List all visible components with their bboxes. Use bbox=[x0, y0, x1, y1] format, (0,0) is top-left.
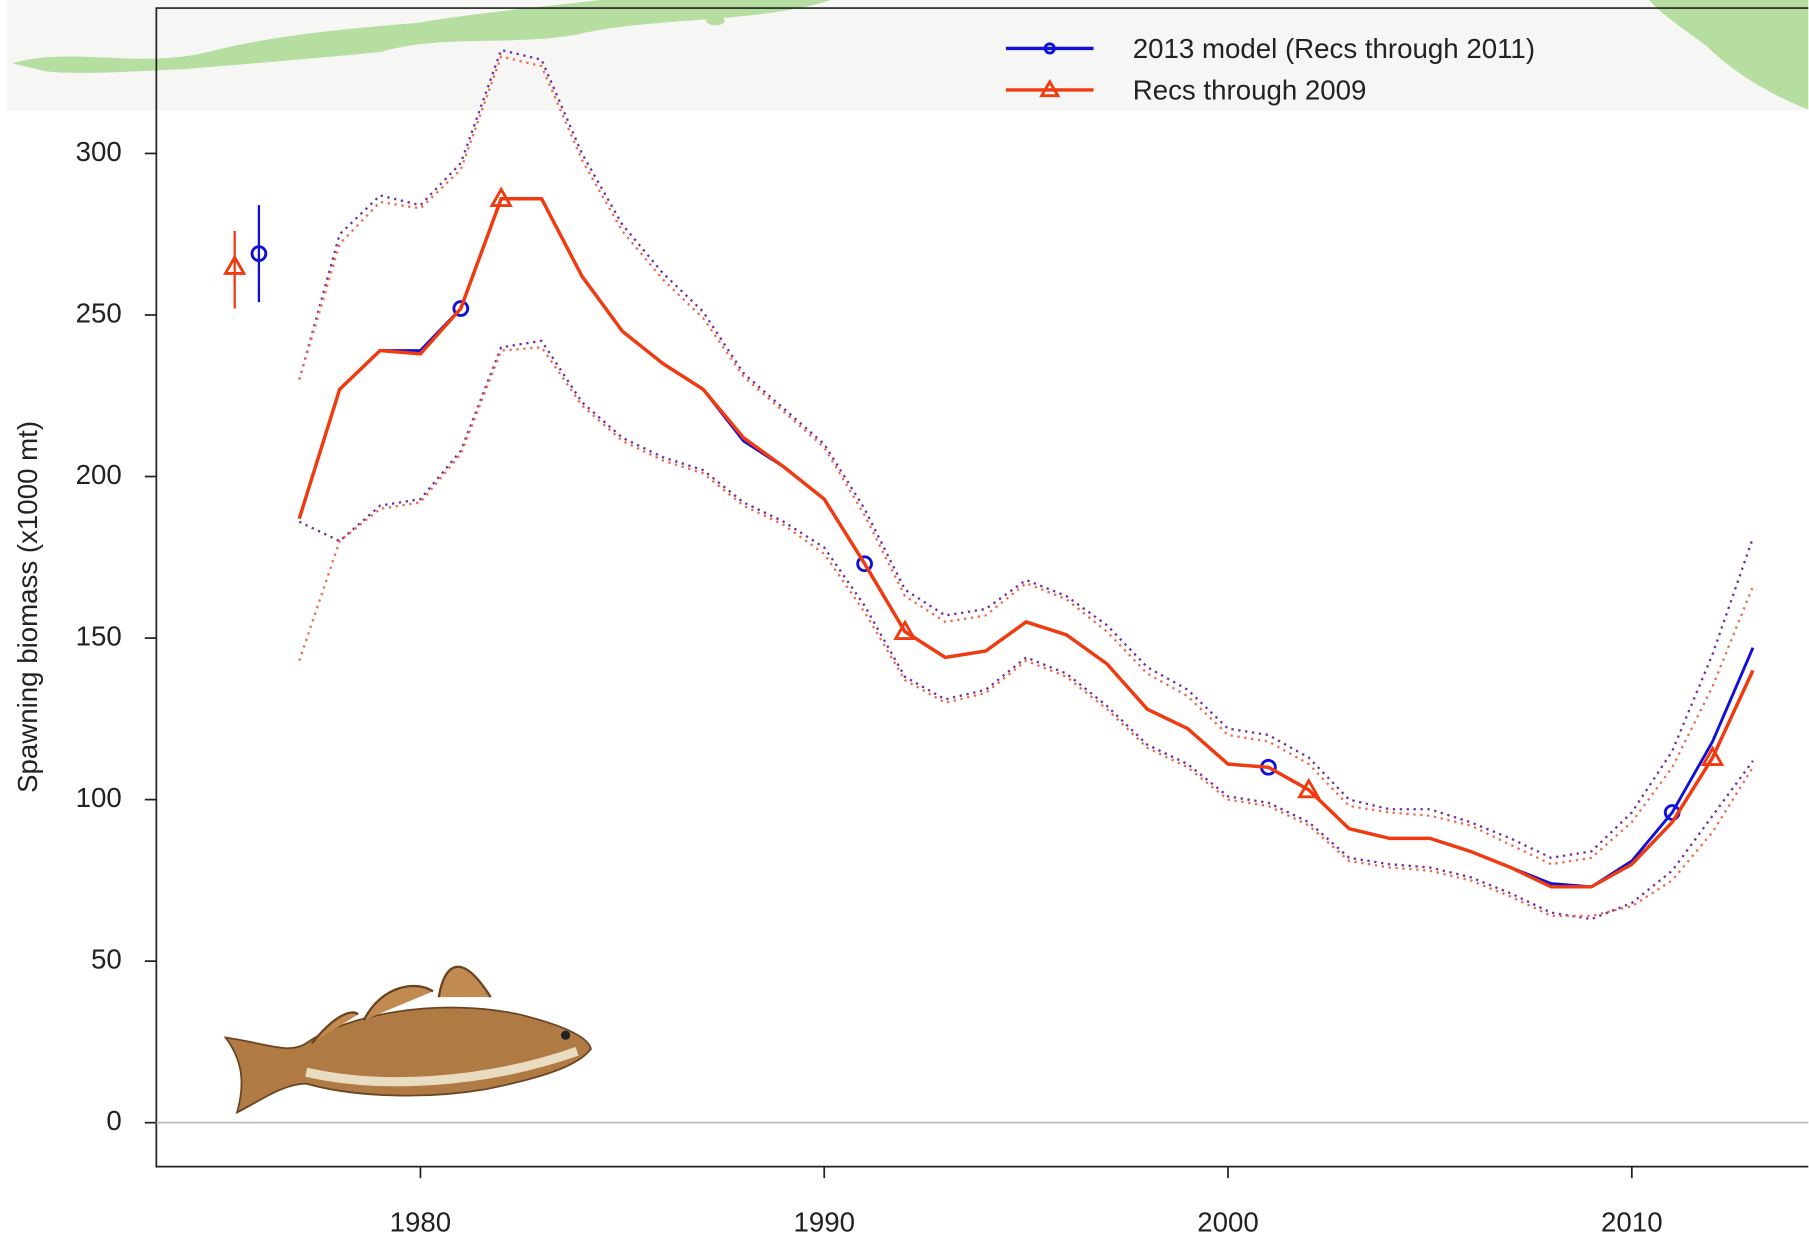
marker bbox=[489, 186, 513, 208]
legend-label: 2013 model (Recs through 2011) bbox=[1133, 33, 1535, 64]
ci-lower bbox=[298, 339, 1754, 921]
x-tick-label: 1990 bbox=[793, 1207, 855, 1238]
x-tick-label: 1980 bbox=[390, 1207, 452, 1238]
legend-marker bbox=[1039, 78, 1061, 98]
series-line bbox=[297, 197, 1755, 889]
marker bbox=[250, 245, 268, 262]
y-tick-label: 0 bbox=[106, 1105, 121, 1136]
y-tick-label: 200 bbox=[76, 459, 122, 490]
legend-marker bbox=[1043, 42, 1056, 55]
marker bbox=[222, 254, 247, 275]
fish-decoration bbox=[223, 965, 592, 1115]
marker bbox=[1700, 745, 1725, 766]
legend-label: Recs through 2009 bbox=[1133, 75, 1367, 106]
y-tick-label: 50 bbox=[91, 943, 122, 974]
x-tick-label: 2010 bbox=[1601, 1207, 1663, 1238]
x-tick-label: 2000 bbox=[1197, 1207, 1259, 1238]
y-tick-label: 100 bbox=[76, 782, 122, 813]
axes-frame bbox=[155, 7, 1809, 1168]
y-tick-label: 150 bbox=[76, 620, 122, 651]
y-tick-label: 250 bbox=[76, 297, 122, 328]
y-axis-label: Spawning biomass (x1000 mt) bbox=[12, 421, 43, 793]
ci-upper bbox=[298, 55, 1755, 866]
ci-lower bbox=[298, 346, 1754, 918]
marker bbox=[856, 555, 873, 573]
marker bbox=[893, 619, 917, 640]
marker bbox=[1297, 777, 1321, 799]
map-decoration bbox=[6, 0, 1809, 111]
y-tick-label: 300 bbox=[76, 136, 122, 167]
marker bbox=[452, 300, 470, 317]
